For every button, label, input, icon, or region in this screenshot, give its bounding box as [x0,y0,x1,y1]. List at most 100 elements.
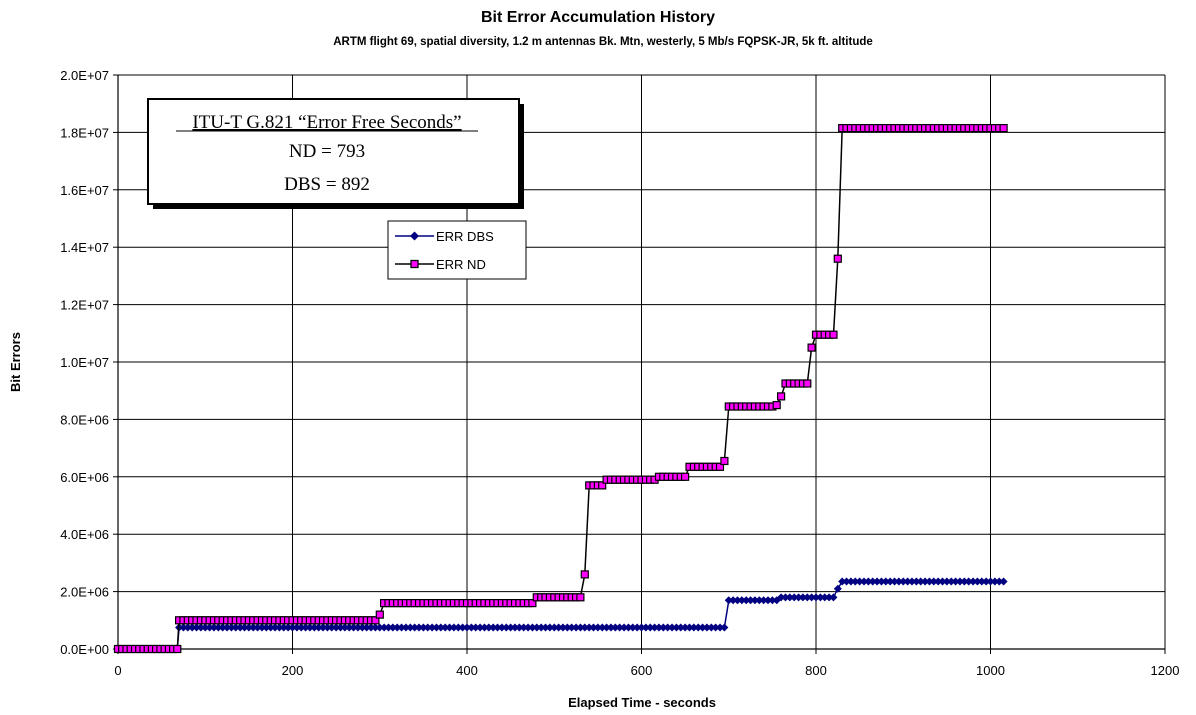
err-dbs-point [668,623,677,632]
err-dbs-point [864,577,873,586]
err-dbs-point [515,623,524,632]
err-dbs-point [201,623,210,632]
err-dbs-point [580,623,589,632]
y-tick-label: 1.6E+07 [60,183,109,198]
err-nd-point [833,254,842,263]
err-dbs-point [620,623,629,632]
err-dbs-point [532,623,541,632]
err-dbs-point [489,623,498,632]
err-dbs-point [275,623,284,632]
y-tick-label: 4.0E+06 [60,527,109,542]
err-dbs-point [380,623,389,632]
err-dbs-point [428,623,437,632]
err-dbs-point [240,623,249,632]
err-dbs-point [916,577,925,586]
err-dbs-point [367,623,376,632]
err-dbs-point [851,577,860,586]
err-dbs-point [921,577,930,586]
err-dbs-point [550,623,559,632]
err-dbs-point [602,623,611,632]
err-dbs-point [397,623,406,632]
err-dbs-point [502,623,511,632]
err-dbs-point [445,623,454,632]
err-dbs-point [899,577,908,586]
err-dbs-point [353,623,362,632]
err-dbs-point [362,623,371,632]
err-dbs-point [415,623,424,632]
chart-title: Bit Error Accumulation History [481,9,715,26]
legend-frame [387,220,527,280]
err-dbs-point [829,593,838,602]
annotation-box: ITU-T G.821 “Error Free Seconds” ND = 79… [147,98,524,209]
err-dbs-point [332,623,341,632]
legend-marker-dbs [410,231,419,241]
err-dbs-point [969,577,978,586]
err-dbs-point [729,596,738,605]
err-dbs-point [236,623,245,632]
err-dbs-point [646,623,655,632]
err-dbs-point [554,623,563,632]
err-dbs-point [982,577,991,586]
err-dbs-point [209,623,218,632]
err-dbs-point [227,623,236,632]
y-tick-label: 8.0E+06 [60,412,109,427]
y-tick-label: 2.0E+07 [60,68,109,83]
err-dbs-point [471,623,480,632]
err-dbs-point [388,623,397,632]
err-dbs-point [519,623,528,632]
legend-label-dbs: ERR DBS [436,229,494,244]
err-dbs-point [340,623,349,632]
y-tick-label: 6.0E+06 [60,470,109,485]
err-dbs-point [218,623,227,632]
err-dbs-point [838,577,847,586]
err-dbs-point [820,593,829,602]
err-dbs-point [868,577,877,586]
err-dbs-point [231,623,240,632]
x-tick-label: 800 [805,663,827,678]
y-tick-label: 1.8E+07 [60,125,109,140]
err-dbs-point [545,623,554,632]
err-dbs-point [812,593,820,602]
err-dbs-point [606,623,615,632]
err-dbs-point [929,577,938,586]
err-dbs-point [262,623,271,632]
err-dbs-point [877,577,886,586]
err-dbs-point [510,623,519,632]
err-dbs-point [463,623,471,632]
err-dbs-point [572,623,581,632]
axes [113,74,1166,654]
err-dbs-point [685,623,694,632]
err-dbs-point [393,623,402,632]
err-dbs-point [881,577,890,586]
err-dbs-point [934,577,943,586]
err-dbs-point [279,623,288,632]
err-dbs-point [349,623,358,632]
err-dbs-point [401,623,410,632]
err-dbs-point [506,623,515,632]
err-dbs-point [244,623,253,632]
err-dbs-point [798,593,807,602]
x-tick-label: 1000 [976,663,1005,678]
err-dbs-point [375,623,384,632]
err-dbs-point [742,596,751,605]
y-tick-label: 0.0E+00 [60,642,109,657]
err-dbs-point [833,584,842,593]
err-dbs-point [633,623,642,632]
err-dbs-point [903,577,912,586]
x-tick-label: 0 [114,663,121,678]
err-nd-point [720,456,729,466]
err-dbs-point [223,623,232,632]
err-dbs-point [567,623,576,632]
x-tick-label: 600 [631,663,653,678]
err-dbs-point [777,593,786,602]
err-dbs-point [672,623,681,632]
err-nd-point [680,472,690,481]
err-dbs-point [476,623,485,632]
err-dbs-point [205,623,214,632]
err-nd-point [173,644,182,654]
err-dbs-point [641,623,650,632]
annotation-frame [147,98,520,205]
err-dbs-point [541,623,550,632]
tick-labels: 0.0E+00 2.0E+06 4.0E+06 6.0E+06 8.0E+06 1.0E+… [60,68,1179,678]
err-dbs-point [449,623,458,632]
